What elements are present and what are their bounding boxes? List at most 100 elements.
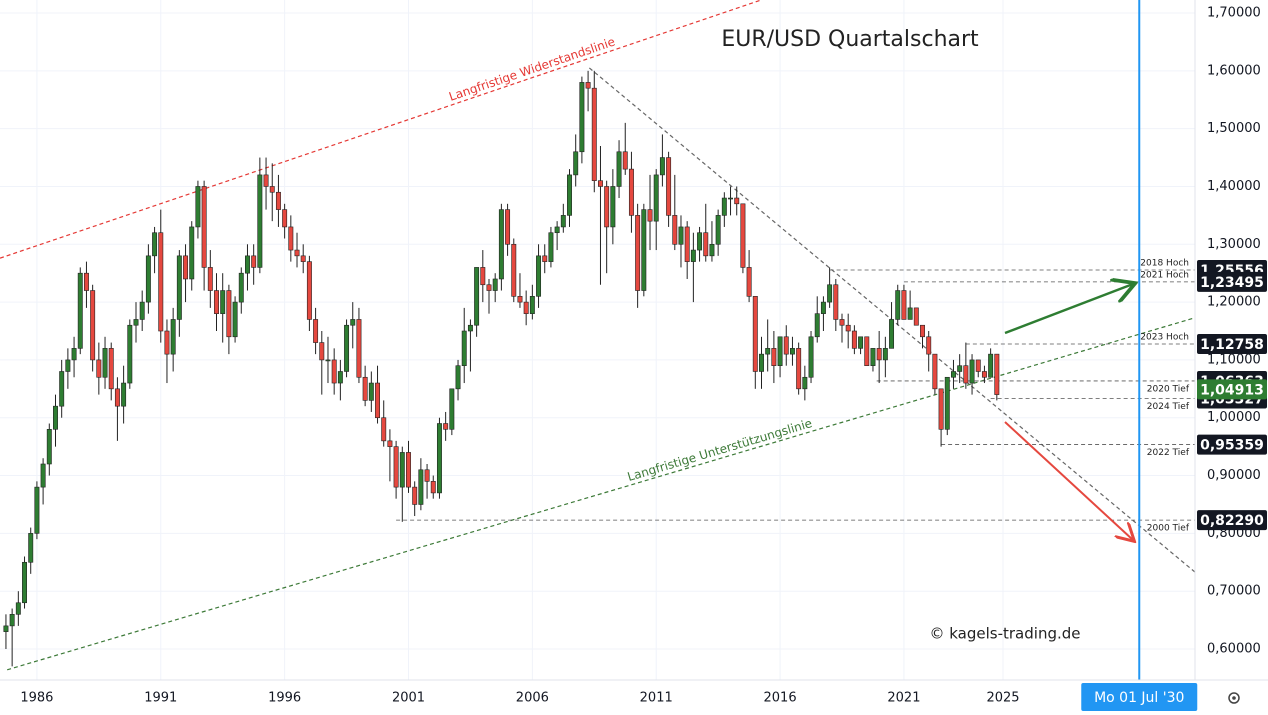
y-tick-label: 1,60000 — [1207, 63, 1261, 78]
candle-body — [486, 284, 492, 291]
candle-body — [542, 255, 548, 262]
x-tick-label: 2011 — [640, 691, 673, 706]
grid — [0, 0, 1195, 680]
candle-body — [381, 417, 387, 442]
candle-body — [938, 388, 944, 430]
candle-body — [777, 336, 783, 367]
candle-body — [783, 336, 789, 355]
candle-body — [455, 365, 461, 390]
candle-body — [820, 301, 826, 314]
x-tick-label: 2021 — [887, 691, 920, 706]
candle-body — [443, 423, 449, 430]
candle-body — [306, 261, 312, 320]
arrow-down — [1004, 421, 1133, 540]
candle-body — [858, 336, 864, 349]
candle-body — [71, 348, 77, 361]
candle-body — [901, 290, 907, 320]
candle-body — [114, 388, 120, 407]
candle-body — [715, 215, 721, 245]
candle-body — [529, 296, 535, 314]
candle-body — [337, 371, 343, 384]
candle-body — [83, 272, 89, 291]
y-tick-label: 1,40000 — [1207, 179, 1261, 194]
candle-body — [622, 151, 628, 170]
candle-body — [3, 625, 9, 632]
x-tick-label: 2001 — [392, 691, 425, 706]
price-box-label: 0,82290 — [1200, 513, 1264, 529]
candle-body — [226, 290, 232, 338]
candle-body — [294, 249, 300, 257]
settings-icon[interactable] — [1228, 692, 1240, 704]
candle-body — [77, 272, 83, 349]
candle-body — [22, 561, 27, 604]
candle-body — [759, 353, 764, 372]
x-tick-label: 1991 — [144, 691, 177, 706]
candle-body — [251, 255, 257, 268]
candle-body — [659, 157, 665, 176]
price-box — [1197, 510, 1267, 531]
candle-body — [579, 82, 585, 153]
cursor-box — [1081, 683, 1198, 711]
candle-body — [957, 365, 963, 372]
candle-body — [734, 197, 740, 205]
price-box — [1197, 271, 1267, 292]
candle-body — [913, 307, 919, 326]
candle-body — [238, 272, 244, 303]
y-tick-label: 1,50000 — [1207, 121, 1261, 136]
watermark: © kagels-trading.de — [929, 625, 1080, 643]
candle-body — [988, 353, 994, 378]
candle-body — [257, 174, 263, 268]
candle-body — [90, 290, 96, 361]
candle-body — [207, 267, 213, 291]
candle-body — [418, 469, 424, 505]
candle-body — [827, 284, 833, 303]
candle-body — [560, 215, 566, 228]
trend-line — [7, 317, 1196, 671]
candle-body — [672, 215, 678, 245]
y-tick-label: 1,20000 — [1207, 295, 1261, 310]
candle-body — [300, 255, 306, 262]
candle-body — [796, 348, 802, 390]
candle-body — [851, 330, 857, 349]
plot: Langfristige WiderstandslinieLangfristig… — [0, 0, 1196, 680]
candle-body — [709, 243, 715, 257]
trend-line — [0, 0, 761, 259]
y-tick-label: 0,60000 — [1207, 642, 1261, 657]
candle-body — [523, 301, 529, 314]
candle-body — [920, 324, 925, 338]
candle-body — [944, 376, 950, 430]
level-label: 2018 Hoch — [1140, 258, 1189, 268]
candle-body — [492, 278, 498, 291]
candle-body — [9, 614, 15, 627]
candle-body — [554, 226, 560, 234]
candle-body — [969, 359, 975, 384]
candle-body — [616, 151, 622, 187]
candle-body — [319, 342, 325, 361]
level-label: 2022 Tief — [1147, 448, 1190, 458]
x-tick-label: 1996 — [268, 691, 301, 706]
candle-body — [424, 469, 430, 482]
candle-body — [585, 82, 591, 89]
candle-body — [399, 452, 405, 488]
settings-icon-dot — [1232, 696, 1236, 700]
candle-body — [375, 382, 380, 419]
x-tick-label: 2016 — [764, 691, 797, 706]
candle-body — [436, 423, 442, 494]
candle-body — [164, 330, 170, 355]
candle-body — [406, 452, 411, 488]
axes: 0,600000,700000,800000,900001,000001,100… — [20, 6, 1267, 711]
candle-body — [480, 267, 486, 286]
candle-body — [963, 365, 969, 384]
candle-body — [876, 348, 882, 361]
candle-body — [474, 267, 480, 326]
candle-body — [505, 209, 511, 245]
candle-body — [994, 353, 1000, 395]
candle-body — [833, 284, 839, 320]
candle-body — [678, 226, 684, 245]
candle-body — [771, 348, 777, 367]
y-tick-label: 1,70000 — [1207, 6, 1261, 21]
candle-body — [981, 371, 987, 378]
candle-body — [275, 191, 281, 210]
candle-body — [467, 324, 473, 332]
candle-body — [802, 376, 808, 390]
